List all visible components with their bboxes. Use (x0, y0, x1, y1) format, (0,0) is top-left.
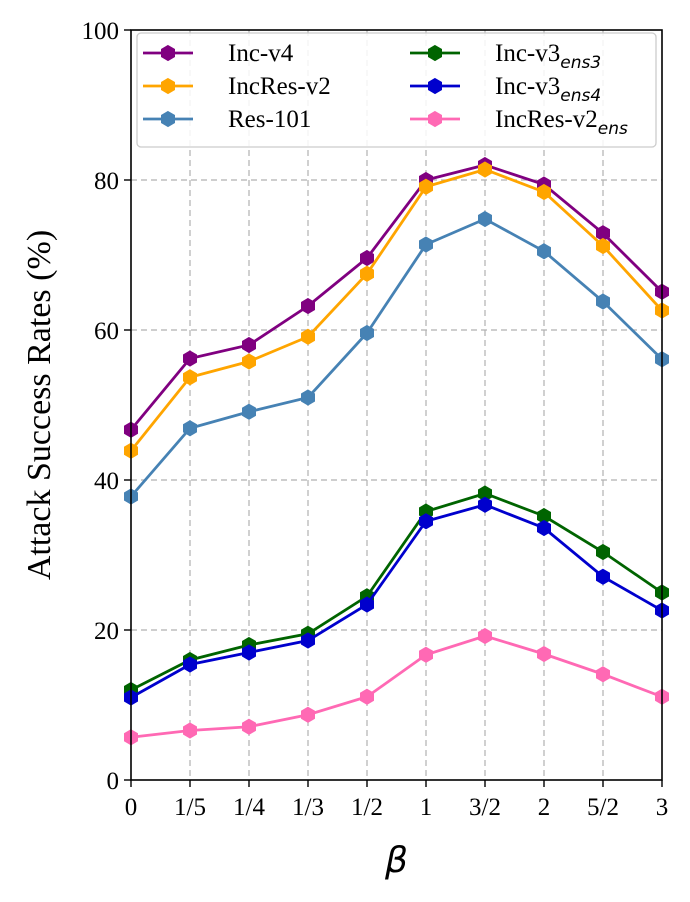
series-line (129, 163, 663, 431)
data-point (596, 666, 610, 683)
x-axis: 0 1/5 1/4 1/3 1/2 1 3/2 2 5/2 3 (125, 780, 669, 821)
legend-label: Res-101 (228, 106, 311, 133)
data-point (596, 543, 610, 561)
legend-swatch-marker (161, 44, 175, 62)
x-tick-label: 1/4 (233, 794, 265, 821)
data-point (360, 324, 374, 342)
series-5 (124, 627, 669, 746)
data-point (478, 627, 492, 645)
x-tick-label: 5/2 (587, 794, 619, 821)
y-tick-label: 80 (94, 168, 119, 195)
data-point (242, 644, 256, 661)
legend-item: Inc-v4 (143, 40, 294, 67)
data-point (478, 496, 492, 513)
series-4 (124, 496, 669, 706)
legend-item: Inc-v3ens3 (410, 40, 601, 73)
data-point (301, 389, 315, 406)
series-line (130, 492, 663, 692)
legend-item: Res-101 (143, 106, 311, 133)
x-tick-label: 1/3 (292, 794, 324, 821)
data-point (419, 513, 433, 530)
legend-label: Inc-v3ens3 (495, 40, 601, 73)
legend-label: IncRes-v2ens (495, 106, 628, 139)
data-point (596, 293, 610, 310)
y-tick-label: 40 (94, 468, 119, 495)
data-point (478, 161, 492, 178)
y-tick-label: 60 (94, 318, 119, 345)
legend-label: Inc-v4 (228, 40, 294, 67)
x-tick-label: 1/5 (174, 794, 206, 821)
data-point (360, 688, 374, 705)
legend: Inc-v4 IncRes-v2 Res-101 Inc-v3ens3Inc-v3en… (136, 32, 657, 148)
data-point (301, 706, 315, 723)
data-point (183, 420, 197, 437)
data-point (596, 568, 610, 585)
series-1 (124, 161, 669, 459)
data-point (183, 656, 197, 673)
data-point (242, 336, 256, 354)
plot-area-frame (130, 29, 663, 781)
legend-item: IncRes-v2 (143, 73, 331, 100)
data-point (242, 718, 256, 735)
data-point (419, 178, 433, 195)
y-tick-label: 20 (94, 618, 119, 645)
series-line (129, 168, 664, 452)
series-line (129, 217, 663, 498)
series-line (130, 634, 663, 739)
x-tick-label: 3/2 (469, 794, 501, 821)
data-point (183, 369, 197, 386)
data-point (301, 632, 315, 649)
data-point (419, 236, 433, 253)
y-tick-label: 0 (107, 768, 120, 795)
legend-swatch-marker (428, 110, 442, 128)
data-point (537, 183, 551, 201)
data-point (419, 646, 433, 663)
series-line (130, 503, 663, 699)
legend-item: Inc-v3ens4 (410, 73, 601, 106)
x-tick-label: 3 (656, 794, 669, 821)
data-point (360, 265, 374, 282)
data-point (301, 328, 315, 345)
legend-label: IncRes-v2 (228, 73, 331, 100)
y-tick-label: 100 (82, 18, 120, 45)
data-point (301, 297, 315, 315)
data-point (360, 596, 374, 613)
y-axis-label: Attack Success Rates (%) (21, 230, 58, 580)
x-tick-label: 1 (420, 794, 433, 821)
x-tick-label: 2 (538, 794, 551, 821)
legend-box (136, 32, 657, 148)
data-point (183, 350, 197, 367)
legend-swatch-marker (428, 77, 442, 95)
legend-swatch-marker (161, 110, 175, 128)
data-point (478, 210, 492, 228)
legend-item: IncRes-v2ens (410, 106, 628, 139)
x-tick-label: 1/2 (351, 794, 383, 821)
data-point (537, 519, 551, 537)
legend-swatch-marker (428, 44, 442, 62)
x-tick-label: 0 (125, 794, 138, 821)
data-point (242, 403, 256, 420)
data-point (360, 249, 374, 267)
data-point (596, 237, 610, 255)
data-point (537, 243, 551, 260)
x-axis-label: β (384, 840, 408, 881)
data-point (242, 353, 256, 370)
legend-label: Inc-v3ens4 (495, 73, 601, 106)
series-layer (124, 156, 669, 746)
data-point (537, 645, 551, 663)
y-axis: 0 20 40 60 80 100 (82, 18, 131, 795)
data-point (183, 722, 197, 739)
legend-swatch-marker (161, 77, 175, 95)
